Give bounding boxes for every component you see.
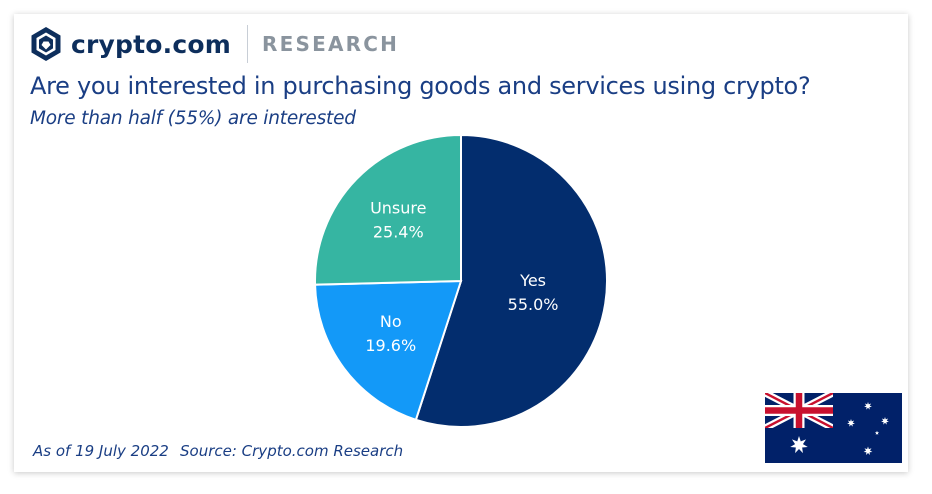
header-divider: [247, 25, 249, 63]
section-label: RESEARCH: [262, 32, 400, 56]
footnote-source: Source: Crypto.com Research: [180, 442, 404, 460]
chart-title: Are you interested in purchasing goods a…: [30, 72, 811, 100]
crypto-com-logo-icon: [31, 27, 61, 61]
pie-slice-no: [314, 279, 463, 422]
pie-slice-yes: [414, 133, 608, 428]
footnote-date: As of 19 July 2022: [33, 442, 169, 460]
chart-subtitle: More than half (55%) are interested: [30, 108, 356, 129]
pie-value-no: 19.6%: [365, 336, 416, 355]
pie-label-unsure: Unsure: [370, 198, 426, 217]
pie-value-unsure: 25.4%: [373, 222, 424, 241]
header: crypto.com RESEARCH: [30, 25, 400, 63]
brand-name: crypto.com: [71, 29, 232, 59]
pie-label-yes: Yes: [519, 271, 546, 290]
pie-value-yes: 55.0%: [508, 295, 559, 314]
pie-slice-unsure: [314, 133, 462, 286]
pie-chart: Yes 55.0% No 19.6% Unsure 25.4%: [314, 133, 608, 428]
australia-flag-icon: [765, 393, 902, 463]
pie-label-no: No: [380, 312, 402, 331]
